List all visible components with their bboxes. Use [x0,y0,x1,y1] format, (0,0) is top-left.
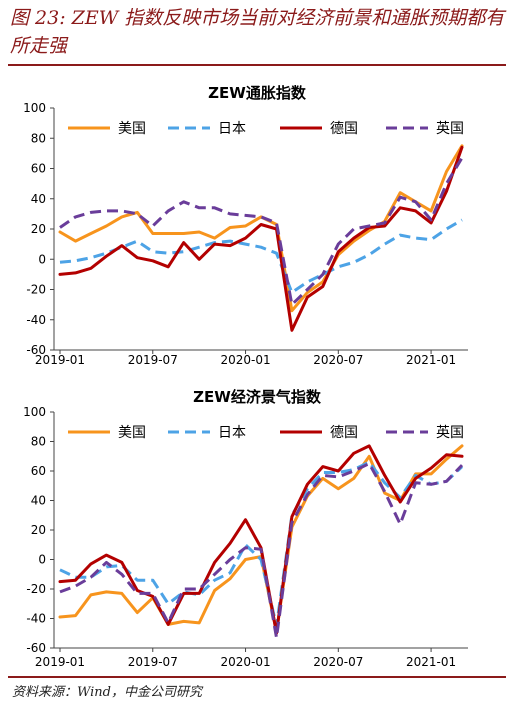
figure-title: 图 23: ZEW 指数反映市场当前对经济前景和通胀预期都有所走强 [10,7,505,57]
x-tick-label: 2019-07 [128,655,178,669]
series-line-德国 [58,145,464,332]
legend-label: 美国 [118,121,146,137]
business-climate-chart: ZEW经济景气指数 -60 -40 -20 0 20 40 60 80 100 2019-01 201… [23,388,468,669]
y-tick-label: 80 [31,435,46,449]
source-divider [8,676,506,678]
legend-label: 日本 [218,121,246,137]
y-tick-label: 0 [38,252,46,266]
series-line-美国 [58,444,464,634]
y-tick-label: 0 [38,553,46,567]
y-tick-label: 20 [31,222,46,236]
y-tick-label: -20 [26,582,46,596]
chart-title: ZEW通胀指数 [208,84,307,102]
y-tick-label: 20 [31,523,46,537]
y-tick-label: 100 [23,405,46,419]
y-tick-label: 40 [31,192,46,206]
x-tick-label: 2020-01 [220,655,270,669]
inflation-chart: ZEW通胀指数 -60 -40 -20 0 20 40 60 80 100 2019-01 2019-… [23,84,468,367]
series-line-美国 [58,144,464,313]
series-line-日本 [59,460,464,628]
x-tick-label: 2021-01 [406,353,456,367]
series-line-日本 [59,218,463,294]
legend-label: 日本 [218,425,246,441]
x-tick-label: 2020-07 [313,655,363,669]
series-line-英国 [59,462,464,640]
x-tick-label: 2020-01 [220,353,270,367]
y-tick-label: 100 [23,101,46,115]
legend-label: 英国 [436,120,464,137]
title-divider [8,64,506,66]
y-tick-label: -20 [26,283,46,297]
x-tick-label: 2019-01 [35,655,85,669]
y-tick-label: 40 [31,494,46,508]
x-tick-label: 2020-07 [313,353,363,367]
legend-label: 英国 [436,424,464,441]
y-tick-label: 60 [31,162,46,176]
y-tick-label: 80 [31,131,46,145]
y-tick-label: -60 [26,343,46,357]
y-tick-label: -60 [26,641,46,655]
chart-title: ZEW经济景气指数 [193,388,322,406]
x-tick-label: 2019-01 [35,353,85,367]
series-line-德国 [58,444,464,635]
y-tick-label: 60 [31,464,46,478]
legend-label: 德国 [330,425,358,441]
x-tick-label: 2019-07 [128,353,178,367]
y-tick-label: -40 [26,612,46,626]
series-line-英国 [59,157,464,307]
source-note: 资料来源：Wind，中金公司研究 [12,685,202,700]
x-tick-label: 2021-01 [406,655,456,669]
legend-label: 美国 [118,425,146,441]
y-tick-label: -40 [26,313,46,327]
legend-label: 德国 [330,121,358,137]
